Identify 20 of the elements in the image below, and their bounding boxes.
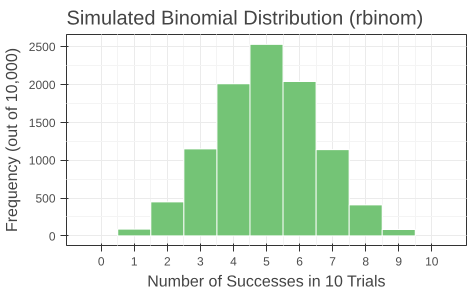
- x-tick-label: 7: [329, 254, 336, 268]
- x-tick-label: 2: [164, 254, 171, 268]
- y-tick-label: 0: [48, 229, 56, 244]
- x-tick-label: 8: [362, 254, 370, 268]
- y-tick-label: 1000: [28, 154, 56, 168]
- y-tick-label: 500: [35, 192, 56, 206]
- x-tick-label: 10: [425, 254, 439, 268]
- x-tick-label: 9: [395, 254, 402, 268]
- x-tick-label: 1: [130, 254, 138, 268]
- x-tick-label: 3: [197, 254, 204, 268]
- x-tick-label: 4: [230, 254, 238, 268]
- x-tick-label: 5: [263, 254, 270, 268]
- x-tick-label: 6: [296, 254, 304, 268]
- y-tick-label: 2500: [28, 40, 56, 54]
- y-tick-label: 1500: [28, 116, 56, 130]
- chart-title: Simulated Binomial Distribution (rbinom): [66, 8, 424, 30]
- x-tick-label: 0: [98, 254, 105, 268]
- y-tick-label: 2000: [28, 78, 56, 92]
- x-axis-title: Number of Successes in 10 Trials: [147, 274, 386, 290]
- y-axis-title: Frequency (out of 10,000): [4, 48, 21, 232]
